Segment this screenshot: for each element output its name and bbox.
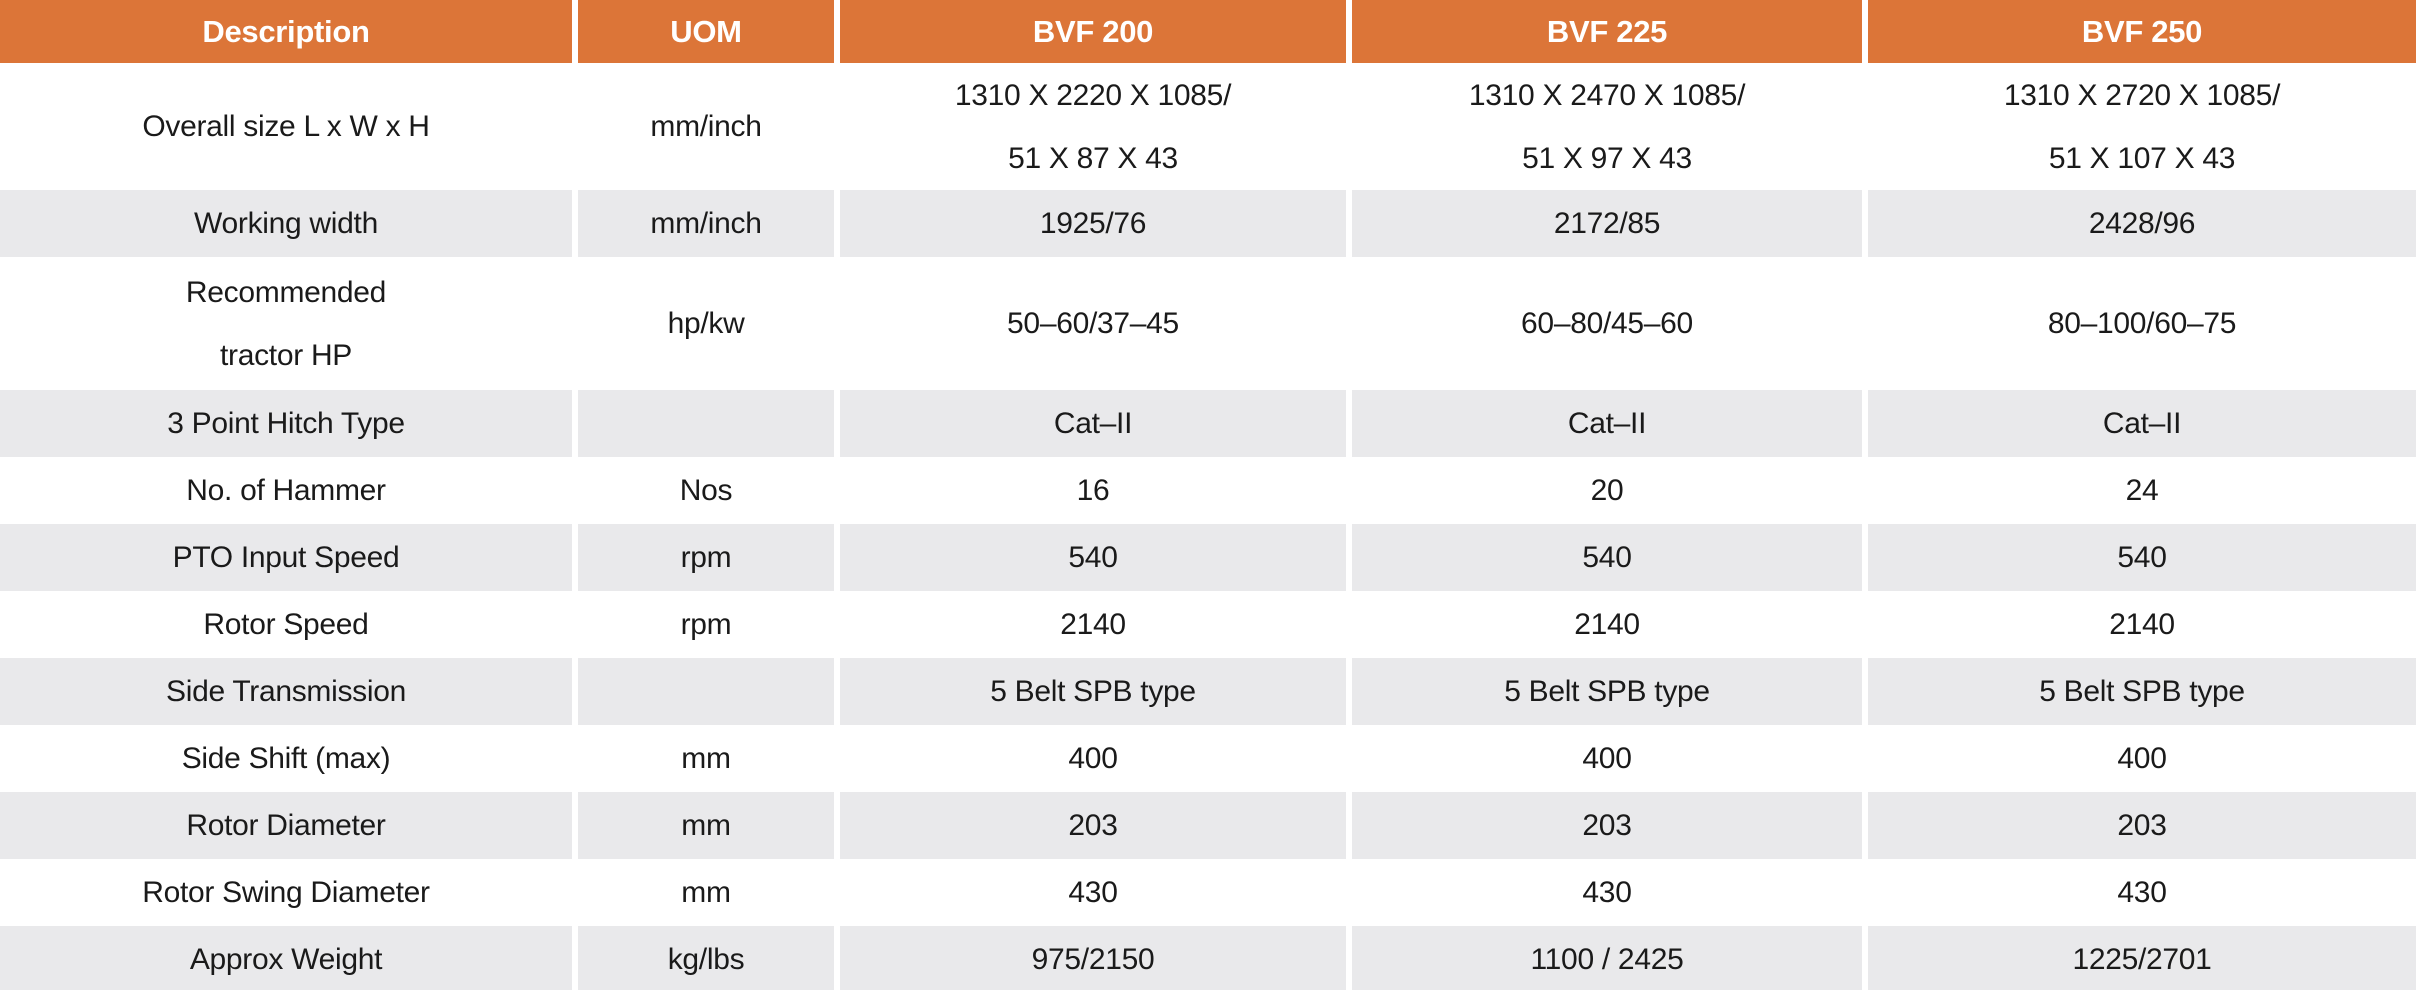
cell-description: PTO Input Speed	[0, 524, 572, 591]
cell-bvf-200: 16	[834, 457, 1346, 524]
cell-uom: mm/inch	[572, 63, 834, 190]
cell-bvf-250: Cat–II	[1862, 390, 2416, 457]
table-row-rotor-swing-diameter: Rotor Swing Diameter mm 430 430 430	[0, 859, 2416, 926]
cell-description: Rotor Diameter	[0, 792, 572, 859]
cell-bvf-200: 2140	[834, 591, 1346, 658]
cell-uom: mm	[572, 792, 834, 859]
cell-bvf-250: 5 Belt SPB type	[1862, 658, 2416, 725]
table-row-working-width: Working width mm/inch 1925/76 2172/85 24…	[0, 190, 2416, 257]
cell-bvf-200: 540	[834, 524, 1346, 591]
cell-bvf-250: 1225/2701	[1862, 926, 2416, 990]
cell-bvf-200: 50–60/37–45	[834, 257, 1346, 390]
cell-bvf-200: 1310 X 2220 X 1085/ 51 X 87 X 43	[834, 63, 1346, 190]
header-row: Description UOM BVF 200 BVF 225 BVF 250	[0, 0, 2416, 63]
column-header-description: Description	[0, 0, 572, 63]
cell-bvf-200: 203	[834, 792, 1346, 859]
cell-description: Rotor Swing Diameter	[0, 859, 572, 926]
cell-uom: mm	[572, 859, 834, 926]
cell-uom: rpm	[572, 524, 834, 591]
cell-description: Side Shift (max)	[0, 725, 572, 792]
cell-bvf-200: Cat–II	[834, 390, 1346, 457]
cell-bvf-200: 975/2150	[834, 926, 1346, 990]
cell-bvf-200: 1925/76	[834, 190, 1346, 257]
cell-bvf-200: 430	[834, 859, 1346, 926]
cell-uom: mm/inch	[572, 190, 834, 257]
table-row-recommended-tractor-hp: Recommended tractor HP hp/kw 50–60/37–45…	[0, 257, 2416, 390]
cell-bvf-225: 1310 X 2470 X 1085/ 51 X 97 X 43	[1346, 63, 1862, 190]
cell-bvf-250: 430	[1862, 859, 2416, 926]
table-row-rotor-diameter: Rotor Diameter mm 203 203 203	[0, 792, 2416, 859]
cell-description: Rotor Speed	[0, 591, 572, 658]
cell-bvf-225: 60–80/45–60	[1346, 257, 1862, 390]
cell-bvf-250: 2140	[1862, 591, 2416, 658]
table-row-side-shift: Side Shift (max) mm 400 400 400	[0, 725, 2416, 792]
cell-uom	[572, 658, 834, 725]
cell-uom: mm	[572, 725, 834, 792]
cell-bvf-250: 2428/96	[1862, 190, 2416, 257]
cell-description: Overall size L x W x H	[0, 63, 572, 190]
table-row-approx-weight: Approx Weight kg/lbs 975/2150 1100 / 242…	[0, 926, 2416, 990]
cell-bvf-225: 400	[1346, 725, 1862, 792]
column-header-bvf-200: BVF 200	[834, 0, 1346, 63]
table-row-no-of-hammer: No. of Hammer Nos 16 20 24	[0, 457, 2416, 524]
cell-description: Working width	[0, 190, 572, 257]
column-header-bvf-250: BVF 250	[1862, 0, 2416, 63]
cell-uom: Nos	[572, 457, 834, 524]
cell-bvf-250: 1310 X 2720 X 1085/ 51 X 107 X 43	[1862, 63, 2416, 190]
cell-bvf-250: 203	[1862, 792, 2416, 859]
cell-bvf-250: 400	[1862, 725, 2416, 792]
cell-description: 3 Point Hitch Type	[0, 390, 572, 457]
cell-uom: rpm	[572, 591, 834, 658]
cell-bvf-225: Cat–II	[1346, 390, 1862, 457]
table-row-hitch-type: 3 Point Hitch Type Cat–II Cat–II Cat–II	[0, 390, 2416, 457]
column-header-uom: UOM	[572, 0, 834, 63]
cell-bvf-225: 1100 / 2425	[1346, 926, 1862, 990]
cell-bvf-225: 430	[1346, 859, 1862, 926]
table-row-side-transmission: Side Transmission 5 Belt SPB type 5 Belt…	[0, 658, 2416, 725]
cell-description: No. of Hammer	[0, 457, 572, 524]
cell-description: Approx Weight	[0, 926, 572, 990]
cell-uom: hp/kw	[572, 257, 834, 390]
table-row-rotor-speed: Rotor Speed rpm 2140 2140 2140	[0, 591, 2416, 658]
cell-bvf-225: 2140	[1346, 591, 1862, 658]
cell-bvf-250: 24	[1862, 457, 2416, 524]
cell-bvf-225: 540	[1346, 524, 1862, 591]
cell-description: Side Transmission	[0, 658, 572, 725]
cell-bvf-200: 5 Belt SPB type	[834, 658, 1346, 725]
cell-uom	[572, 390, 834, 457]
cell-bvf-225: 203	[1346, 792, 1862, 859]
cell-bvf-225: 2172/85	[1346, 190, 1862, 257]
cell-bvf-200: 400	[834, 725, 1346, 792]
cell-description: Recommended tractor HP	[0, 257, 572, 390]
cell-uom: kg/lbs	[572, 926, 834, 990]
table-row-pto-input-speed: PTO Input Speed rpm 540 540 540	[0, 524, 2416, 591]
cell-bvf-225: 5 Belt SPB type	[1346, 658, 1862, 725]
cell-bvf-250: 540	[1862, 524, 2416, 591]
table-row-overall-size: Overall size L x W x H mm/inch 1310 X 22…	[0, 63, 2416, 190]
cell-bvf-250: 80–100/60–75	[1862, 257, 2416, 390]
column-header-bvf-225: BVF 225	[1346, 0, 1862, 63]
cell-bvf-225: 20	[1346, 457, 1862, 524]
